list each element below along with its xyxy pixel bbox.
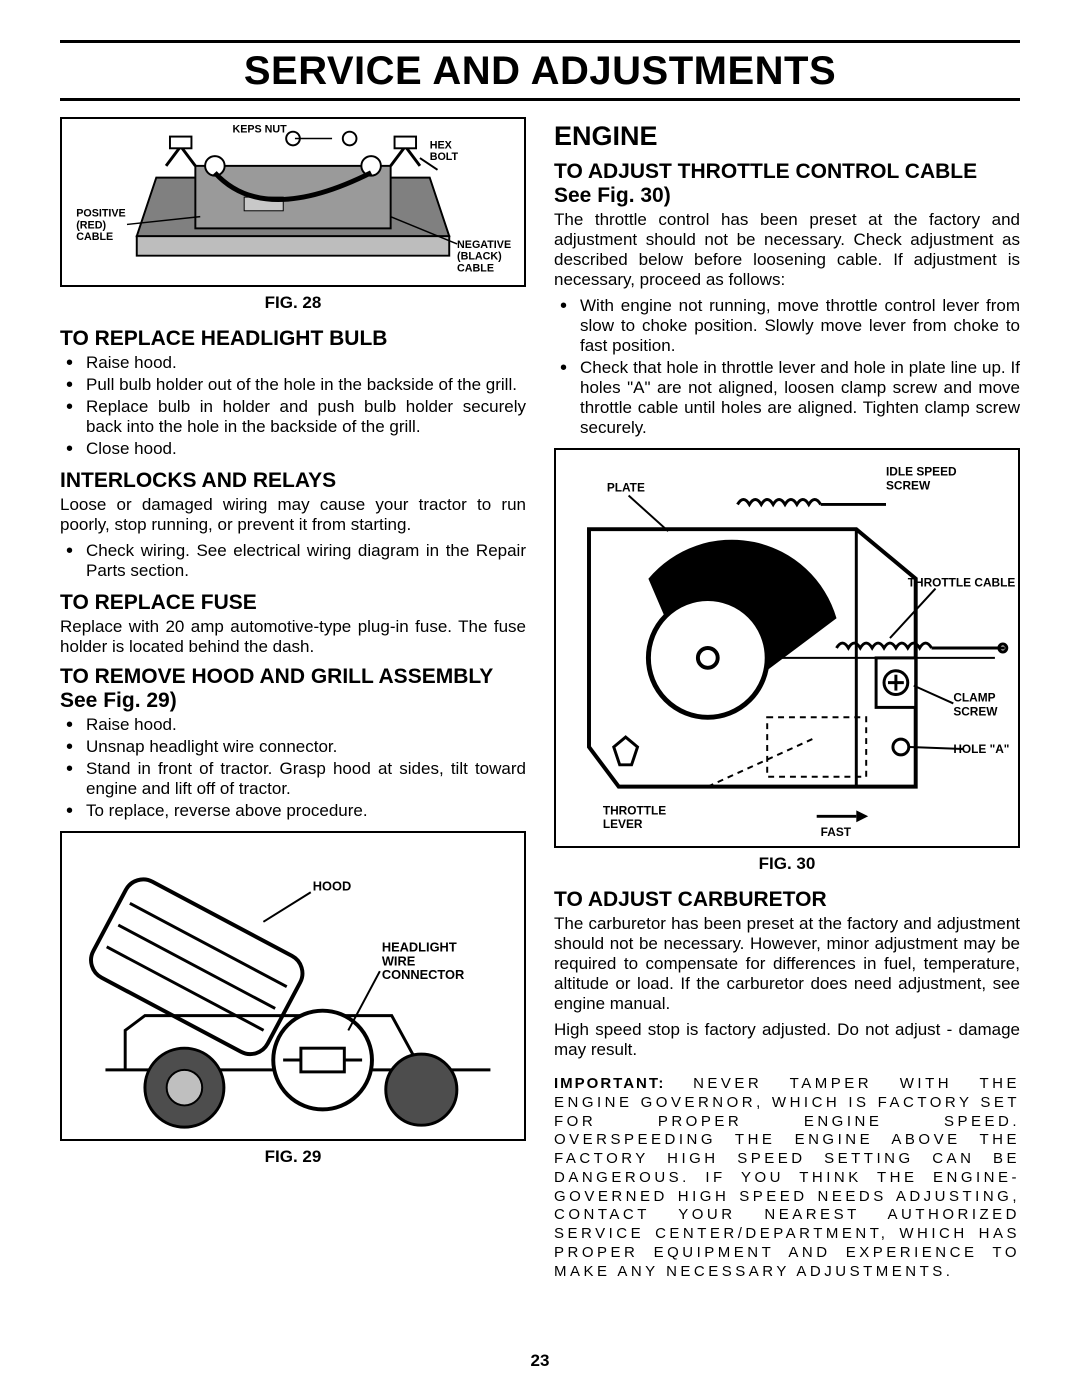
important-body: NEVER TAMPER WITH THE ENGINE GOVERNOR, W…: [554, 1075, 1020, 1280]
label-lever2: LEVER: [603, 817, 643, 831]
label-keps-nut: KEPS NUT: [232, 124, 287, 136]
label-idle1: IDLE SPEED: [886, 465, 957, 479]
para-interlocks: Loose or damaged wiring may cause your t…: [60, 495, 526, 535]
list-item: Stand in front of tractor. Grasp hood at…: [60, 759, 526, 799]
manual-page: SERVICE AND ADJUSTMENTS: [0, 0, 1080, 1397]
right-column: ENGINE TO ADJUST THROTTLE CONTROL CABLE …: [554, 117, 1020, 1296]
list-throttle: With engine not running, move throttle c…: [554, 296, 1020, 438]
heading-headlight: TO REPLACE HEADLIGHT BULB: [60, 327, 526, 351]
label-pos-3: CABLE: [76, 231, 113, 243]
label-neg-2: (BLACK): [457, 251, 502, 263]
fig30-caption: FIG. 30: [554, 854, 1020, 874]
heading-hood: TO REMOVE HOOD AND GRILL ASSEMBLY See Fi…: [60, 665, 526, 713]
heading-engine: ENGINE: [554, 121, 1020, 152]
label-lever1: THROTTLE: [603, 803, 666, 817]
para-fuse: Replace with 20 amp automotive-type plug…: [60, 617, 526, 657]
list-hood: Raise hood. Unsnap headlight wire connec…: [60, 715, 526, 821]
figure-30-box: PLATE IDLE SPEED SCREW THROTTLE CABLE CL…: [554, 448, 1020, 848]
list-headlight: Raise hood. Pull bulb holder out of the …: [60, 353, 526, 459]
label-thrcable: THROTTLE CABLE: [908, 576, 1016, 590]
heading-carb: TO ADJUST CARBURETOR: [554, 888, 1020, 912]
list-item: With engine not running, move throttle c…: [554, 296, 1020, 356]
para-throttle: The throttle control has been preset at …: [554, 210, 1020, 290]
figure-30-svg: PLATE IDLE SPEED SCREW THROTTLE CABLE CL…: [556, 450, 1018, 846]
heading-interlocks: INTERLOCKS AND RELAYS: [60, 469, 526, 493]
label-clamp2: SCREW: [953, 704, 998, 718]
list-item: Pull bulb holder out of the hole in the …: [60, 375, 526, 395]
heading-fuse: TO REPLACE FUSE: [60, 591, 526, 615]
figure-29-box: HOOD HEADLIGHT WIRE CONNECTOR: [60, 831, 526, 1141]
list-item: Check wiring. See electrical wiring diag…: [60, 541, 526, 581]
list-item: Close hood.: [60, 439, 526, 459]
label-neg-1: NEGATIVE: [457, 239, 511, 251]
figure-29-svg: HOOD HEADLIGHT WIRE CONNECTOR: [62, 833, 524, 1139]
label-pos-1: POSITIVE: [76, 208, 126, 220]
rule-top-thick: [60, 40, 1020, 43]
fig28-caption: FIG. 28: [60, 293, 526, 313]
label-hood: HOOD: [313, 878, 352, 893]
figure-28-svg: KEPS NUT HEX BOLT POSITIVE (RED) CABLE N…: [62, 119, 524, 285]
page-number: 23: [0, 1351, 1080, 1371]
left-column: KEPS NUT HEX BOLT POSITIVE (RED) CABLE N…: [60, 117, 526, 1296]
page-title: SERVICE AND ADJUSTMENTS: [60, 49, 1020, 94]
fig29-caption: FIG. 29: [60, 1147, 526, 1167]
label-neg-3: CABLE: [457, 262, 494, 274]
label-plate: PLATE: [607, 481, 645, 495]
label-idle2: SCREW: [886, 479, 931, 493]
list-item: Raise hood.: [60, 353, 526, 373]
list-item: To replace, reverse above procedure.: [60, 801, 526, 821]
list-item: Check that hole in throttle lever and ho…: [554, 358, 1020, 438]
figure-28-box: KEPS NUT HEX BOLT POSITIVE (RED) CABLE N…: [60, 117, 526, 287]
list-interlocks: Check wiring. See electrical wiring diag…: [60, 541, 526, 581]
list-item: Raise hood.: [60, 715, 526, 735]
important-note: IMPORTANT: NEVER TAMPER WITH THE ENGINE …: [554, 1075, 1020, 1281]
list-item: Replace bulb in holder and push bulb hol…: [60, 397, 526, 437]
para-carb-2: High speed stop is factory adjusted. Do …: [554, 1020, 1020, 1060]
heading-throttle: TO ADJUST THROTTLE CONTROL CABLE See Fig…: [554, 160, 1020, 208]
label-clamp1: CLAMP: [953, 690, 995, 704]
label-hw3: CONNECTOR: [382, 967, 464, 982]
label-fast: FAST: [821, 825, 852, 839]
two-column-layout: KEPS NUT HEX BOLT POSITIVE (RED) CABLE N…: [60, 117, 1020, 1296]
label-pos-2: (RED): [76, 219, 106, 231]
label-bolt: BOLT: [430, 151, 459, 163]
label-hex: HEX: [430, 139, 453, 151]
para-carb-1: The carburetor has been preset at the fa…: [554, 914, 1020, 1014]
label-hw2: WIRE: [382, 953, 416, 968]
label-holea: HOLE "A": [953, 742, 1009, 756]
rule-bottom-thick: [60, 98, 1020, 101]
label-hw1: HEADLIGHT: [382, 939, 457, 954]
list-item: Unsnap headlight wire connector.: [60, 737, 526, 757]
important-lead: IMPORTANT:: [554, 1075, 665, 1092]
